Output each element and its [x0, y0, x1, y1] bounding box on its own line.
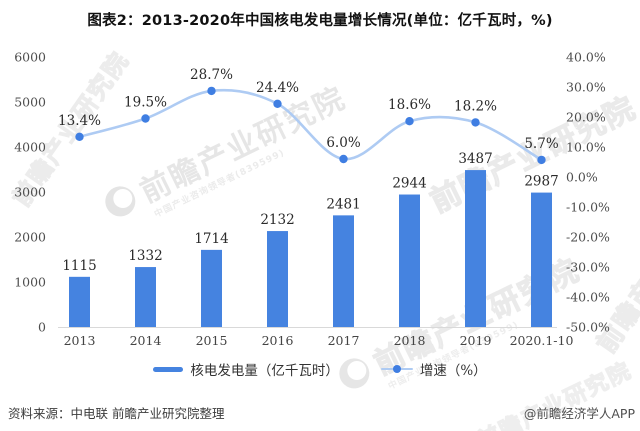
right-axis-tick: 10.0%	[566, 140, 606, 155]
bar-value-label: 1332	[128, 248, 162, 264]
bar	[267, 231, 288, 327]
bar	[69, 276, 90, 327]
bar	[201, 249, 222, 327]
right-axis-tick: -10.0%	[566, 200, 610, 215]
bar	[135, 267, 156, 327]
left-axis-tick: 0	[38, 320, 46, 335]
line-point	[141, 114, 150, 123]
bar-value-label: 2944	[392, 176, 426, 192]
line-value-label: 19.5%	[124, 95, 167, 111]
bar-value-label: 2481	[326, 196, 360, 212]
line-point	[339, 154, 348, 164]
chart-legend: 核电发电量（亿千瓦时） 增速（%）	[0, 358, 640, 380]
line-value-label: 18.6%	[388, 97, 431, 113]
line-value-label: 5.7%	[524, 136, 558, 152]
line-point	[207, 86, 216, 96]
left-axis-tick: 6000	[14, 50, 46, 65]
legend-item-generation: 核电发电量（亿千瓦时）	[153, 359, 339, 379]
right-axis-tick: -50.0%	[566, 320, 610, 335]
x-axis-label: 2016	[262, 333, 294, 348]
x-axis-label: 2020.1-10	[510, 333, 574, 348]
bar	[333, 215, 354, 327]
line-point	[273, 99, 282, 109]
bar-value-label: 1714	[194, 231, 228, 247]
bar-value-label: 3487	[458, 151, 492, 167]
source-note: 资料来源：中电联 前瞻产业研究院整理	[8, 406, 225, 421]
right-axis-tick: 30.0%	[566, 80, 606, 95]
left-axis-tick: 4000	[14, 140, 46, 155]
right-axis-tick: 40.0%	[566, 50, 606, 65]
bar-series-swatch-icon	[153, 366, 184, 372]
x-axis-label: 2019	[460, 333, 492, 348]
line-series-swatch-icon	[380, 364, 413, 374]
bar-value-label: 1115	[62, 258, 96, 274]
legend-label-generation: 核电发电量（亿千瓦时）	[190, 363, 339, 379]
bar	[465, 170, 486, 327]
line-point	[75, 132, 84, 141]
x-axis-label: 2015	[196, 333, 228, 348]
bar-value-label: 2132	[260, 212, 294, 228]
bar-value-label: 2987	[524, 174, 558, 190]
x-axis-label: 2018	[394, 333, 426, 348]
legend-label-growth: 增速（%）	[419, 363, 487, 379]
line-point	[471, 118, 480, 127]
line-point	[537, 155, 546, 165]
legend-item-growth: 增速（%）	[380, 359, 487, 379]
chart-title: 图表2：2013-2020年中国核电发电量增长情况(单位：亿千瓦时，%)	[87, 13, 553, 29]
growth-line	[78, 88, 543, 162]
line-point	[405, 117, 414, 126]
x-axis-label: 2014	[130, 333, 162, 348]
line-value-label: 24.4%	[256, 80, 299, 96]
right-axis-tick: 0.0%	[566, 170, 598, 185]
left-axis-tick: 3000	[14, 185, 46, 200]
line-value-label: 28.7%	[190, 67, 233, 83]
left-axis-tick: 5000	[14, 95, 46, 110]
bar	[531, 192, 552, 327]
bar	[399, 194, 420, 327]
left-axis-tick: 1000	[14, 275, 46, 290]
credit-note: @前瞻经济学人APP	[523, 406, 635, 421]
line-value-label: 18.2%	[454, 98, 497, 114]
right-axis-tick: -20.0%	[566, 230, 610, 245]
x-axis-label: 2013	[64, 333, 96, 348]
left-axis-tick: 2000	[14, 230, 46, 245]
x-axis-label: 2017	[328, 333, 360, 348]
right-axis-tick: -40.0%	[566, 290, 610, 305]
chart-canvas: 0 1000 2000 3000 4000 5000 6000 40.0% 30.0% 20.0%…	[14, 50, 610, 349]
line-value-label: 13.4%	[58, 113, 101, 129]
right-axis-tick: -30.0%	[566, 260, 610, 275]
line-value-label: 6.0%	[326, 135, 360, 151]
right-axis-tick: 20.0%	[566, 110, 606, 125]
